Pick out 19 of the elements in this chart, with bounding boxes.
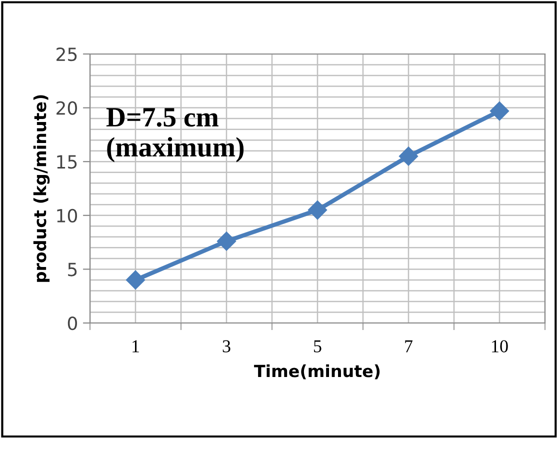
x-axis-title: Time(minute) bbox=[254, 364, 380, 380]
point bbox=[398, 146, 418, 166]
x-tick-label: 1 bbox=[132, 340, 139, 352]
x-tick-label: 5 bbox=[314, 340, 322, 352]
x-tick-label: 10 bbox=[492, 340, 508, 352]
x-tick-label: 3 bbox=[222, 340, 230, 352]
x-tick-label: 7 bbox=[405, 340, 412, 352]
point bbox=[216, 232, 236, 251]
y-axis-title: product (kg/minute) bbox=[33, 95, 50, 282]
y-tick-label: 0 bbox=[68, 316, 77, 330]
annotation: D=7.5 cm (maximum) bbox=[106, 108, 244, 162]
y-tick-label: 15 bbox=[57, 155, 77, 169]
point bbox=[490, 101, 510, 121]
y-tick-label: 20 bbox=[56, 101, 77, 115]
point bbox=[126, 270, 146, 290]
y-tick-label: 5 bbox=[68, 262, 77, 276]
y-tick-label: 10 bbox=[57, 208, 77, 223]
point bbox=[308, 200, 328, 220]
y-tick-label: 25 bbox=[56, 47, 77, 62]
